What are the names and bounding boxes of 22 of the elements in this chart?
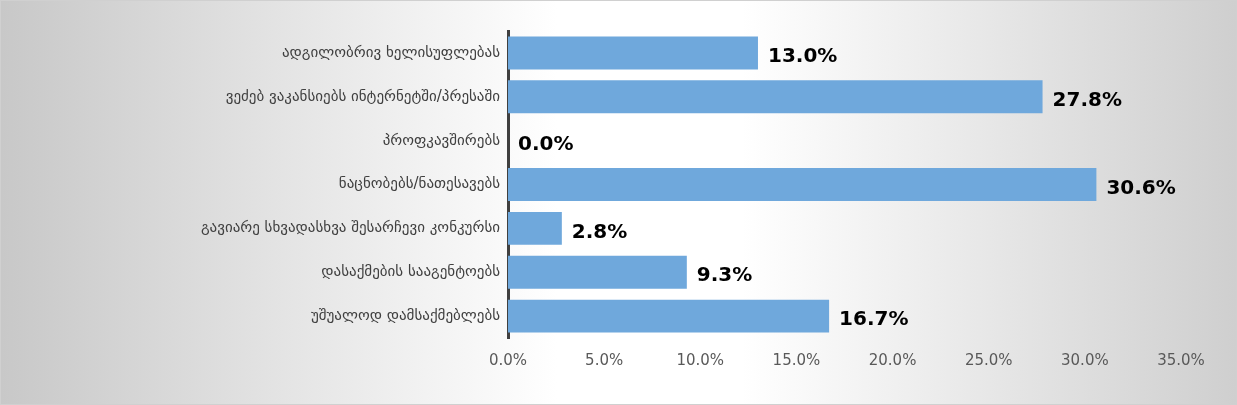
data-label: 2.8% — [571, 218, 628, 243]
x-tick-label: 5.0% — [585, 350, 624, 369]
x-tick-label: 20.0% — [868, 350, 917, 369]
y-tick-label: დასაქმების სააგენტოებს — [321, 262, 501, 281]
x-tick-label: 35.0% — [1157, 350, 1205, 369]
x-tick-label: 30.0% — [1061, 350, 1109, 369]
y-tick-label: ვეძებ ვაკანსიებს ინტერნეტში/პრესაში — [225, 86, 501, 105]
data-label: 13.0% — [767, 43, 838, 68]
y-tick-label: უშუალოდ დამსაქმებლებს — [310, 305, 501, 324]
y-tick-label: პროფკავშირებს — [382, 130, 501, 149]
y-tick-label: გავიარე სხვადასხვა შესარჩევი კონკურსი — [200, 218, 501, 237]
x-tick-label: 10.0% — [676, 350, 725, 369]
data-label: 30.6% — [1106, 174, 1176, 199]
data-label: 27.8% — [1052, 86, 1122, 111]
data-label: 9.3% — [696, 262, 753, 287]
x-tick-label: 0.0% — [488, 350, 528, 369]
x-tick-label: 25.0% — [964, 350, 1013, 369]
y-tick-label: ადგილობრივ ხელისუფლებას — [281, 42, 501, 61]
x-tick-label: 15.0% — [772, 350, 821, 369]
data-label: 0.0% — [518, 130, 574, 155]
y-tick-label: ნაცნობებს/ნათესავებს — [338, 174, 501, 193]
data-label: 16.7% — [839, 306, 909, 331]
